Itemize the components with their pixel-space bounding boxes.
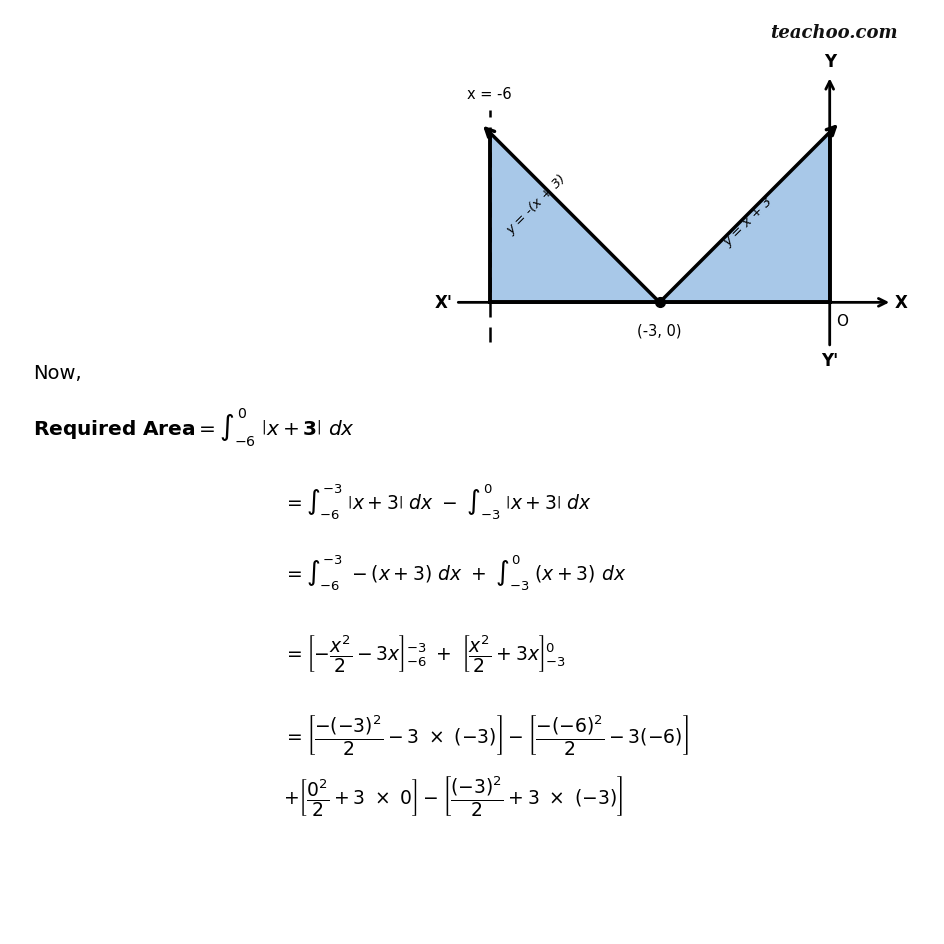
Text: $= \left[\dfrac{-(-3)^2}{2} - 3\ \times\ (-3)\right] - \left[\dfrac{-(-6)^2}{2} : $= \left[\dfrac{-(-3)^2}{2} - 3\ \times\… — [283, 713, 688, 757]
Text: X': X' — [434, 294, 452, 312]
Text: Y': Y' — [820, 351, 837, 369]
Text: y = -(x + 3): y = -(x + 3) — [503, 173, 567, 237]
Text: $= \int_{-6}^{-3}\ -(x + 3)\ dx\ +\ \int_{-3}^{0}\ (x + 3)\ dx$: $= \int_{-6}^{-3}\ -(x + 3)\ dx\ +\ \int… — [283, 552, 626, 592]
Text: $= \int_{-6}^{-3}\ \left|x + 3\right|\ dx\ -\ \int_{-3}^{0}\ \left|x + 3\right|\: $= \int_{-6}^{-3}\ \left|x + 3\right|\ d… — [283, 481, 592, 521]
Text: $= \left[-\dfrac{x^2}{2} - 3x\right]_{-6}^{-3}\ +\ \left[\dfrac{x^2}{2} + 3x\rig: $= \left[-\dfrac{x^2}{2} - 3x\right]_{-6… — [283, 632, 566, 674]
Text: X: X — [894, 294, 907, 312]
Text: Now,: Now, — [33, 363, 81, 382]
Text: $+ \left[\dfrac{0^2}{2} + 3\ \times\ 0\right] - \left[\dfrac{(-3)^2}{2} + 3\ \ti: $+ \left[\dfrac{0^2}{2} + 3\ \times\ 0\r… — [283, 774, 623, 818]
Text: O: O — [835, 313, 848, 329]
Text: Y: Y — [823, 53, 834, 71]
Text: (-3, 0): (-3, 0) — [636, 323, 682, 338]
Text: x = -6: x = -6 — [466, 87, 512, 102]
Text: teachoo.com: teachoo.com — [769, 24, 897, 42]
Text: $\mathbf{Required\ Area} = \int_{-6}^{0}\ \left|x + \mathbf{3}\right|\ \mathit{d: $\mathbf{Required\ Area} = \int_{-6}^{0}… — [33, 406, 355, 448]
Polygon shape — [659, 133, 829, 303]
Polygon shape — [489, 133, 659, 303]
Text: y = x + 3: y = x + 3 — [721, 195, 775, 249]
